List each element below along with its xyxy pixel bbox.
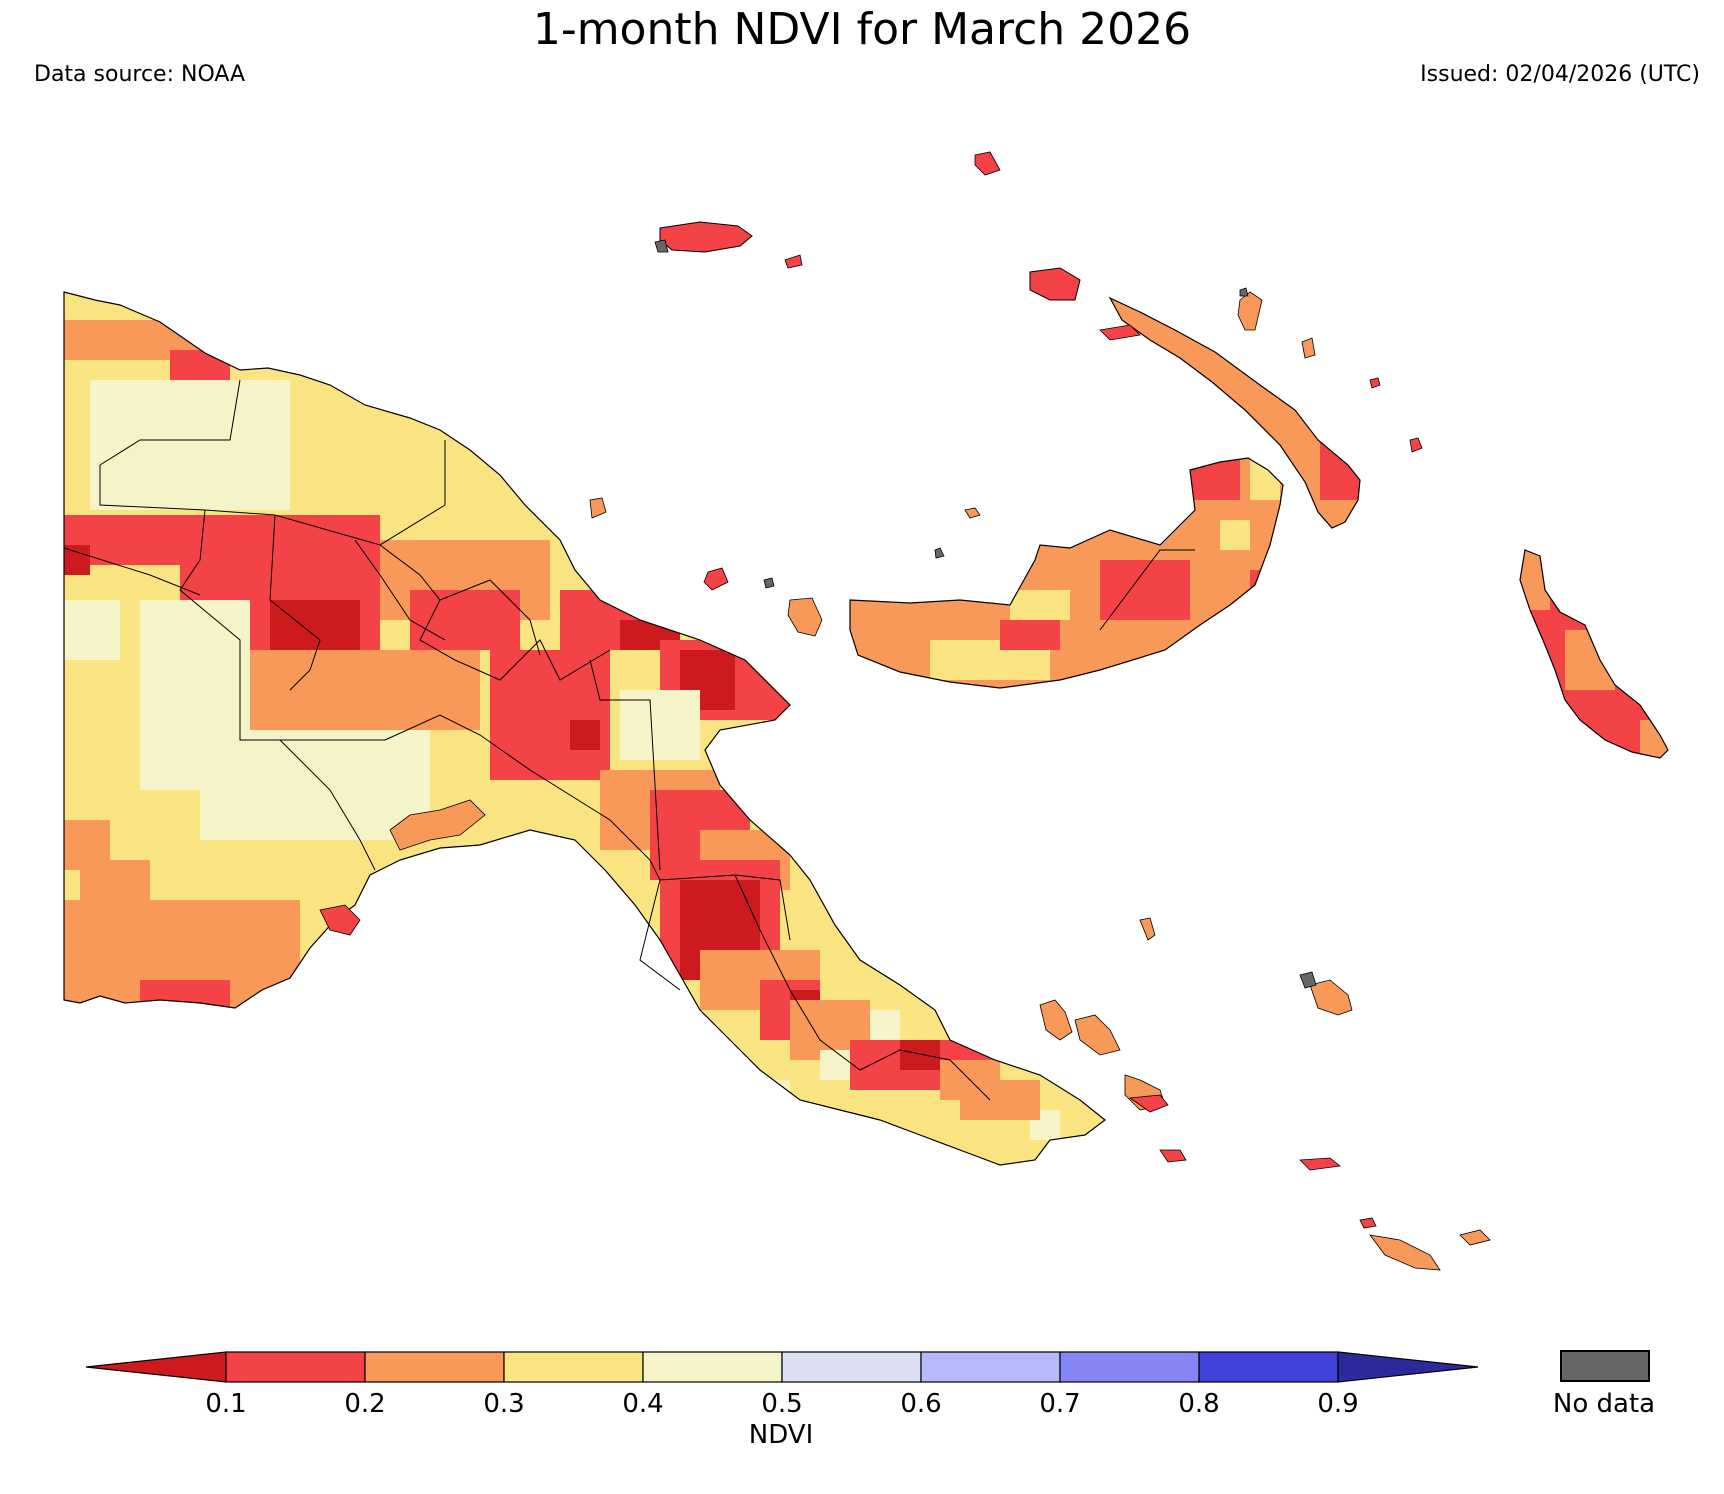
colorbar-tick-label: 0.6 — [900, 1389, 942, 1419]
colorbar — [85, 1351, 1479, 1383]
bougainville — [1519, 549, 1669, 759]
colorbar-cell — [920, 1351, 1061, 1383]
colorbar-cell — [1198, 1351, 1339, 1383]
mainland — [63, 291, 1106, 1166]
ndvi-map — [63, 151, 1669, 1271]
colorbar-tick-label: 0.1 — [205, 1389, 247, 1419]
colorbar-extend-low — [85, 1351, 227, 1383]
colorbar-tick-label: 0.9 — [1317, 1389, 1359, 1419]
new-ireland — [1029, 267, 1361, 529]
colorbar-tick-label: 0.7 — [1039, 1389, 1081, 1419]
colorbar-cell — [1059, 1351, 1200, 1383]
colorbar-cell — [225, 1351, 366, 1383]
data-source-label: Data source: NOAA — [34, 62, 246, 87]
new-britain — [849, 457, 1284, 689]
colorbar-extend-high — [1337, 1351, 1479, 1383]
colorbar-cell — [503, 1351, 644, 1383]
colorbar-tick-label: 0.8 — [1178, 1389, 1220, 1419]
colorbar-cell — [642, 1351, 783, 1383]
colorbar-cell — [781, 1351, 922, 1383]
colorbar-tick-label: 0.3 — [483, 1389, 525, 1419]
colorbar-tick-label: 0.4 — [622, 1389, 664, 1419]
no-data-swatch — [1560, 1350, 1650, 1382]
colorbar-label: NDVI — [748, 1420, 814, 1450]
colorbar-tick-label: 0.2 — [344, 1389, 386, 1419]
no-data-label: No data — [1552, 1389, 1656, 1419]
colorbar-tick-label: 0.5 — [761, 1389, 803, 1419]
small-islands — [589, 151, 1491, 1271]
manus — [654, 221, 753, 253]
colorbar-cell — [364, 1351, 505, 1383]
chart-title: 1-month NDVI for March 2026 — [532, 4, 1192, 55]
issued-date-label: Issued: 02/04/2026 (UTC) — [1420, 62, 1700, 87]
